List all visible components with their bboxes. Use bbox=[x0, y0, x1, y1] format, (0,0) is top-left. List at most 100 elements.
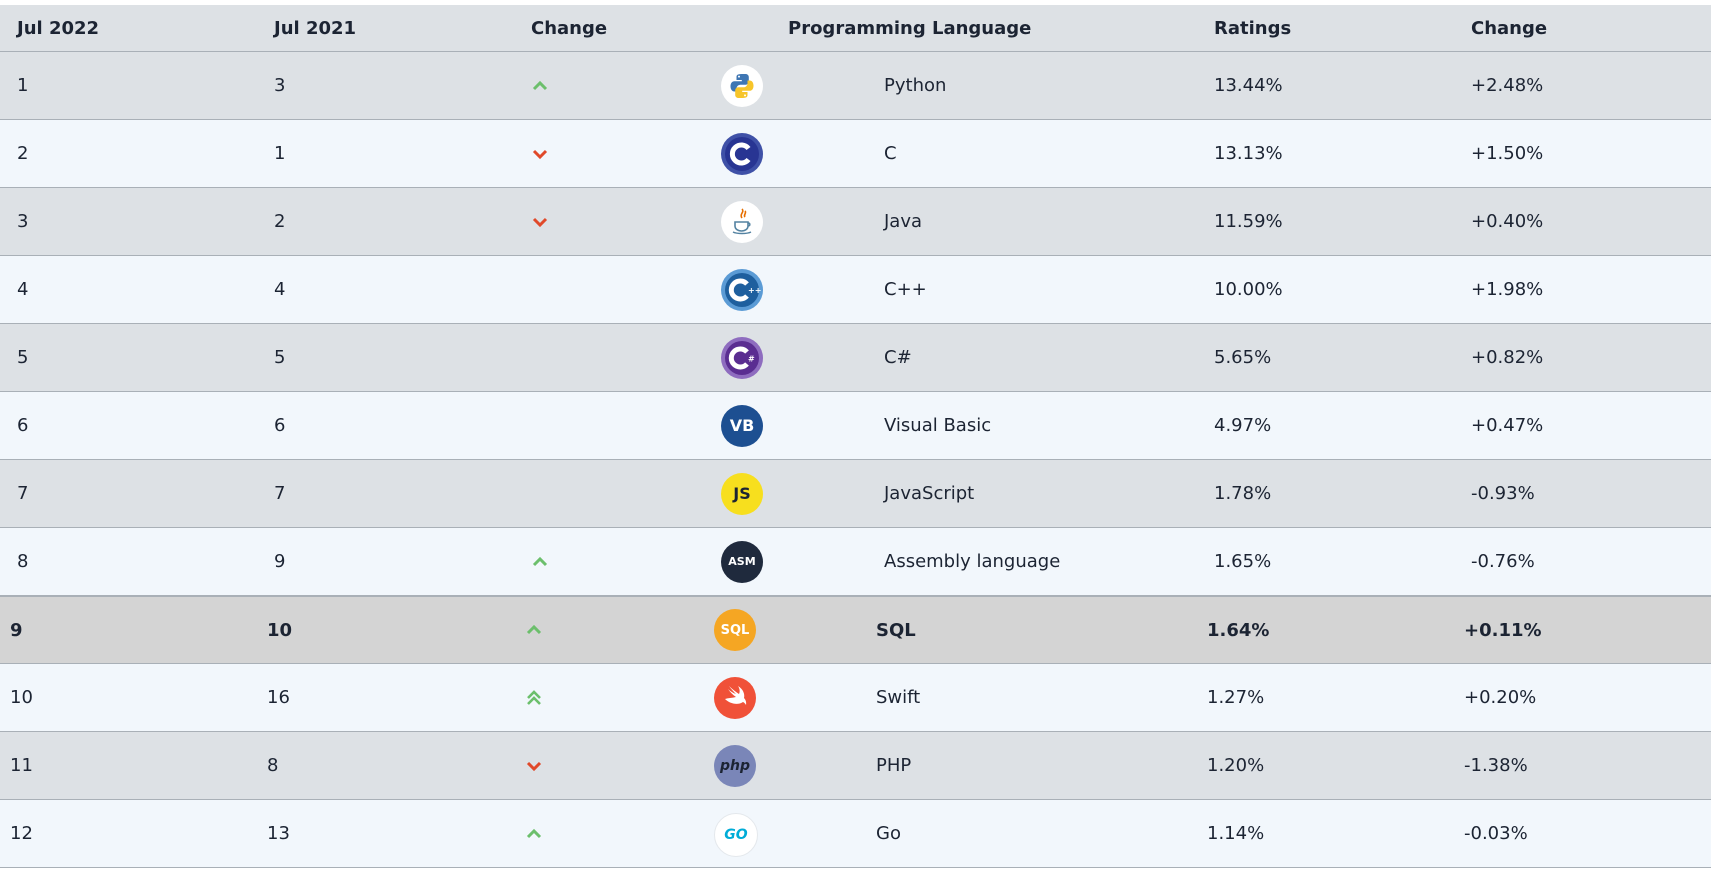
table-row[interactable]: 4 4 ++ C++ 10.00% +1.98% bbox=[0, 256, 1711, 324]
trend-down-icon bbox=[531, 120, 549, 187]
rank-2022: 2 bbox=[17, 143, 29, 164]
header-change[interactable]: Change bbox=[531, 17, 608, 39]
rank-2022: 1 bbox=[17, 75, 29, 96]
header-jul-2022[interactable]: Jul 2022 bbox=[17, 17, 100, 39]
rank-2021: 5 bbox=[274, 347, 286, 368]
rank-2022: 5 bbox=[17, 347, 29, 368]
rating-value: 10.00% bbox=[1214, 279, 1283, 300]
rating-value: 1.20% bbox=[1207, 755, 1265, 776]
rating-value: 13.13% bbox=[1214, 143, 1283, 164]
trend-up-icon bbox=[525, 597, 543, 663]
rank-2021: 7 bbox=[274, 483, 286, 504]
change-value: -0.76% bbox=[1471, 551, 1535, 572]
language-name[interactable]: Go bbox=[876, 823, 901, 844]
table-header: Jul 2022 Jul 2021 Change Programming Lan… bbox=[0, 5, 1711, 52]
table-row[interactable]: 10 16 Swift 1.27% +0.20% bbox=[0, 664, 1711, 732]
rating-value: 1.64% bbox=[1207, 619, 1270, 641]
rating-value: 4.97% bbox=[1214, 415, 1272, 436]
change-value: +1.50% bbox=[1471, 143, 1544, 164]
cpp-icon: ++ bbox=[721, 268, 763, 311]
rank-2022: 7 bbox=[17, 483, 29, 504]
change-value: +0.47% bbox=[1471, 415, 1544, 436]
swift-icon bbox=[714, 676, 756, 719]
change-value: +0.40% bbox=[1471, 211, 1544, 232]
rank-2021: 9 bbox=[274, 551, 286, 572]
change-value: +2.48% bbox=[1471, 75, 1544, 96]
change-value: -0.03% bbox=[1464, 823, 1528, 844]
rating-value: 1.65% bbox=[1214, 551, 1272, 572]
visual-basic-icon: VB bbox=[721, 404, 763, 447]
language-name[interactable]: Swift bbox=[876, 687, 921, 708]
language-name[interactable]: Visual Basic bbox=[884, 415, 992, 436]
table-row[interactable]: 11 8 php PHP 1.20% -1.38% bbox=[0, 732, 1711, 800]
logo-text: php bbox=[719, 757, 750, 774]
logo-text: SQL bbox=[720, 622, 750, 638]
rank-2022: 4 bbox=[17, 279, 29, 300]
rank-2021: 8 bbox=[267, 755, 279, 776]
header-change-percent[interactable]: Change bbox=[1471, 17, 1548, 39]
language-name[interactable]: C++ bbox=[884, 279, 927, 300]
rank-2021: 13 bbox=[267, 823, 290, 844]
trend-up-icon bbox=[525, 800, 543, 867]
rating-value: 1.27% bbox=[1207, 687, 1265, 708]
table-row[interactable]: 7 7 JS JavaScript 1.78% -0.93% bbox=[0, 460, 1711, 528]
rating-value: 5.65% bbox=[1214, 347, 1272, 368]
svg-text:++: ++ bbox=[748, 286, 761, 295]
trend-up-icon bbox=[531, 52, 549, 119]
table-row[interactable]: 8 9 ASM Assembly language 1.65% -0.76% bbox=[0, 528, 1711, 596]
header-language[interactable]: Programming Language bbox=[788, 17, 1032, 39]
table-row[interactable]: 9 10 SQL SQL 1.64% +0.11% bbox=[0, 596, 1711, 664]
rank-2022: 11 bbox=[10, 755, 33, 776]
rank-2022: 12 bbox=[10, 823, 33, 844]
php-icon: php bbox=[714, 744, 756, 787]
c-icon bbox=[721, 132, 763, 175]
trend-down-icon bbox=[525, 732, 543, 799]
language-name[interactable]: C bbox=[884, 143, 897, 164]
rank-2021: 10 bbox=[267, 619, 293, 641]
language-name[interactable]: Assembly language bbox=[884, 551, 1061, 572]
logo-text: GO bbox=[724, 826, 748, 843]
change-value: -1.38% bbox=[1464, 755, 1528, 776]
language-name[interactable]: Python bbox=[884, 75, 947, 96]
language-name[interactable]: SQL bbox=[876, 619, 916, 641]
java-icon bbox=[721, 200, 763, 243]
sql-icon: SQL bbox=[714, 609, 756, 651]
table-row[interactable]: 12 13 GO Go 1.14% -0.03% bbox=[0, 800, 1711, 868]
logo-text: VB bbox=[729, 416, 755, 435]
header-jul-2021[interactable]: Jul 2021 bbox=[274, 17, 357, 39]
table-row[interactable]: 5 5 # C# 5.65% +0.82% bbox=[0, 324, 1711, 392]
change-value: +0.20% bbox=[1464, 687, 1537, 708]
language-name[interactable]: PHP bbox=[876, 755, 912, 776]
rank-2022: 6 bbox=[17, 415, 29, 436]
trend-up-icon bbox=[531, 528, 549, 595]
rank-2022: 3 bbox=[17, 211, 29, 232]
rank-2021: 16 bbox=[267, 687, 290, 708]
change-value: -0.93% bbox=[1471, 483, 1535, 504]
language-name[interactable]: JavaScript bbox=[884, 483, 975, 504]
svg-text:#: # bbox=[748, 354, 755, 363]
csharp-icon: # bbox=[721, 336, 763, 379]
rank-2021: 2 bbox=[274, 211, 286, 232]
rank-2022: 10 bbox=[10, 687, 33, 708]
go-icon: GO bbox=[714, 812, 758, 857]
logo-text: JS bbox=[733, 484, 751, 503]
language-name[interactable]: C# bbox=[884, 347, 912, 368]
language-name[interactable]: Java bbox=[884, 211, 923, 232]
rank-2022: 8 bbox=[17, 551, 29, 572]
header-ratings[interactable]: Ratings bbox=[1214, 17, 1292, 39]
ranking-table: Jul 2022 Jul 2021 Change Programming Lan… bbox=[0, 5, 1711, 868]
rating-value: 11.59% bbox=[1214, 211, 1283, 232]
rating-value: 1.78% bbox=[1214, 483, 1272, 504]
table-row[interactable]: 1 3 Python 13.44% +2.48% bbox=[0, 52, 1711, 120]
rank-2022: 9 bbox=[10, 619, 23, 641]
change-value: +0.11% bbox=[1464, 619, 1542, 641]
trend-double-up-icon bbox=[525, 664, 543, 731]
table-row[interactable]: 2 1 C 13.13% +1.50% bbox=[0, 120, 1711, 188]
table-row[interactable]: 3 2 Java 11.59% +0.40% bbox=[0, 188, 1711, 256]
rank-2021: 4 bbox=[274, 279, 286, 300]
table-row[interactable]: 6 6 VB Visual Basic 4.97% +0.47% bbox=[0, 392, 1711, 460]
rating-value: 13.44% bbox=[1214, 75, 1283, 96]
rank-2021: 6 bbox=[274, 415, 286, 436]
change-value: +0.82% bbox=[1471, 347, 1544, 368]
python-icon bbox=[721, 64, 763, 107]
